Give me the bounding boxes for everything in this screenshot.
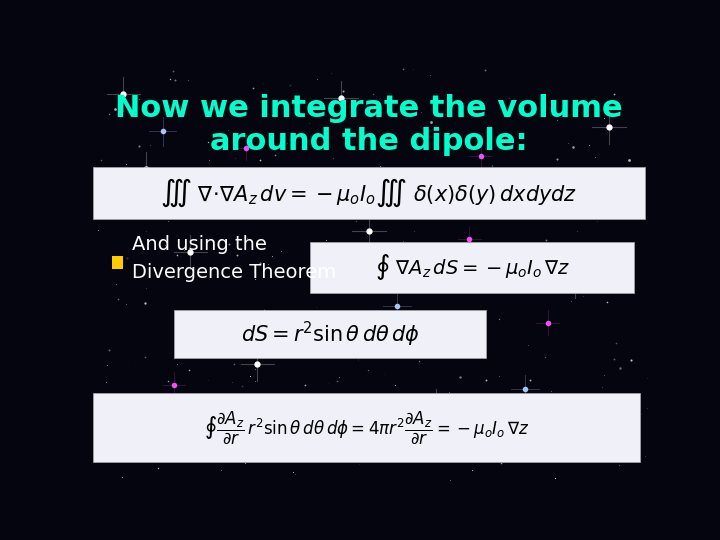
Text: $dS = r^2\sin\theta\,d\theta\,d\phi$: $dS = r^2\sin\theta\,d\theta\,d\phi$ (240, 320, 419, 349)
FancyBboxPatch shape (93, 167, 645, 219)
Text: $\iiint\ \nabla\!\cdot\!\nabla A_z\,dv = -\mu_o I_o \iiint\ \delta(x)\delta(y)\,: $\iiint\ \nabla\!\cdot\!\nabla A_z\,dv =… (161, 177, 577, 209)
Text: $\oint\ \nabla A_z\,dS = -\mu_o I_o\,\nabla z$: $\oint\ \nabla A_z\,dS = -\mu_o I_o\,\na… (374, 253, 570, 282)
FancyBboxPatch shape (174, 310, 486, 358)
Text: $\oint\dfrac{\partial A_z}{\partial r}\,r^2\sin\theta\,d\theta\,d\phi= 4\pi r^2\: $\oint\dfrac{\partial A_z}{\partial r}\,… (204, 409, 529, 445)
Text: And using the
Divergence Theorem: And using the Divergence Theorem (132, 235, 336, 282)
FancyBboxPatch shape (310, 241, 634, 294)
Bar (112, 256, 124, 268)
Text: Now we integrate the volume: Now we integrate the volume (115, 94, 623, 123)
FancyBboxPatch shape (93, 393, 639, 462)
Text: around the dipole:: around the dipole: (210, 127, 528, 156)
